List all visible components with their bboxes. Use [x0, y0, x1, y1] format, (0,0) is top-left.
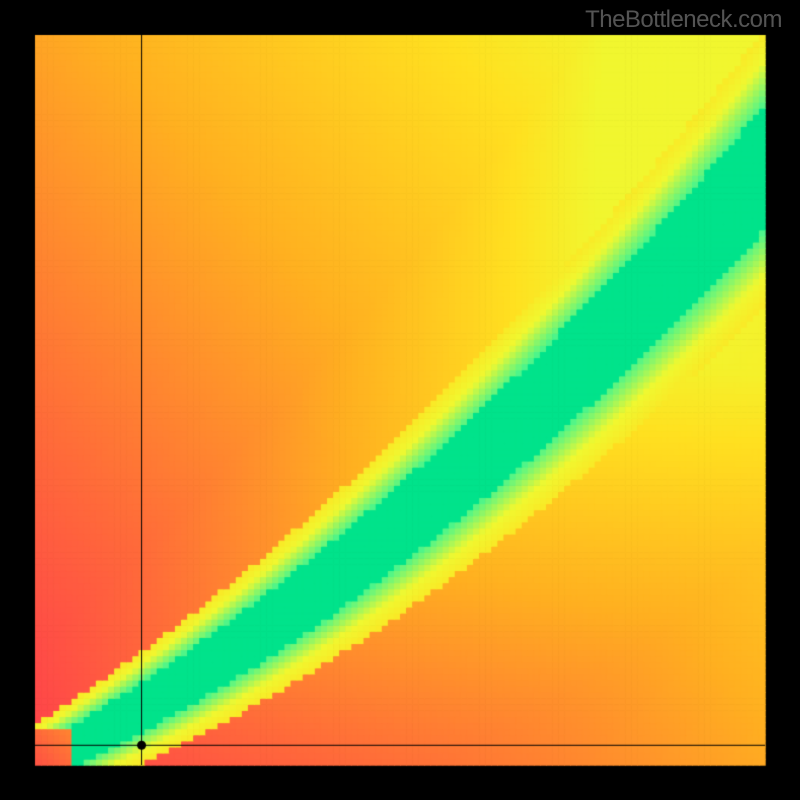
- bottleneck-heatmap: [0, 0, 800, 800]
- watermark-text: TheBottleneck.com: [585, 6, 782, 34]
